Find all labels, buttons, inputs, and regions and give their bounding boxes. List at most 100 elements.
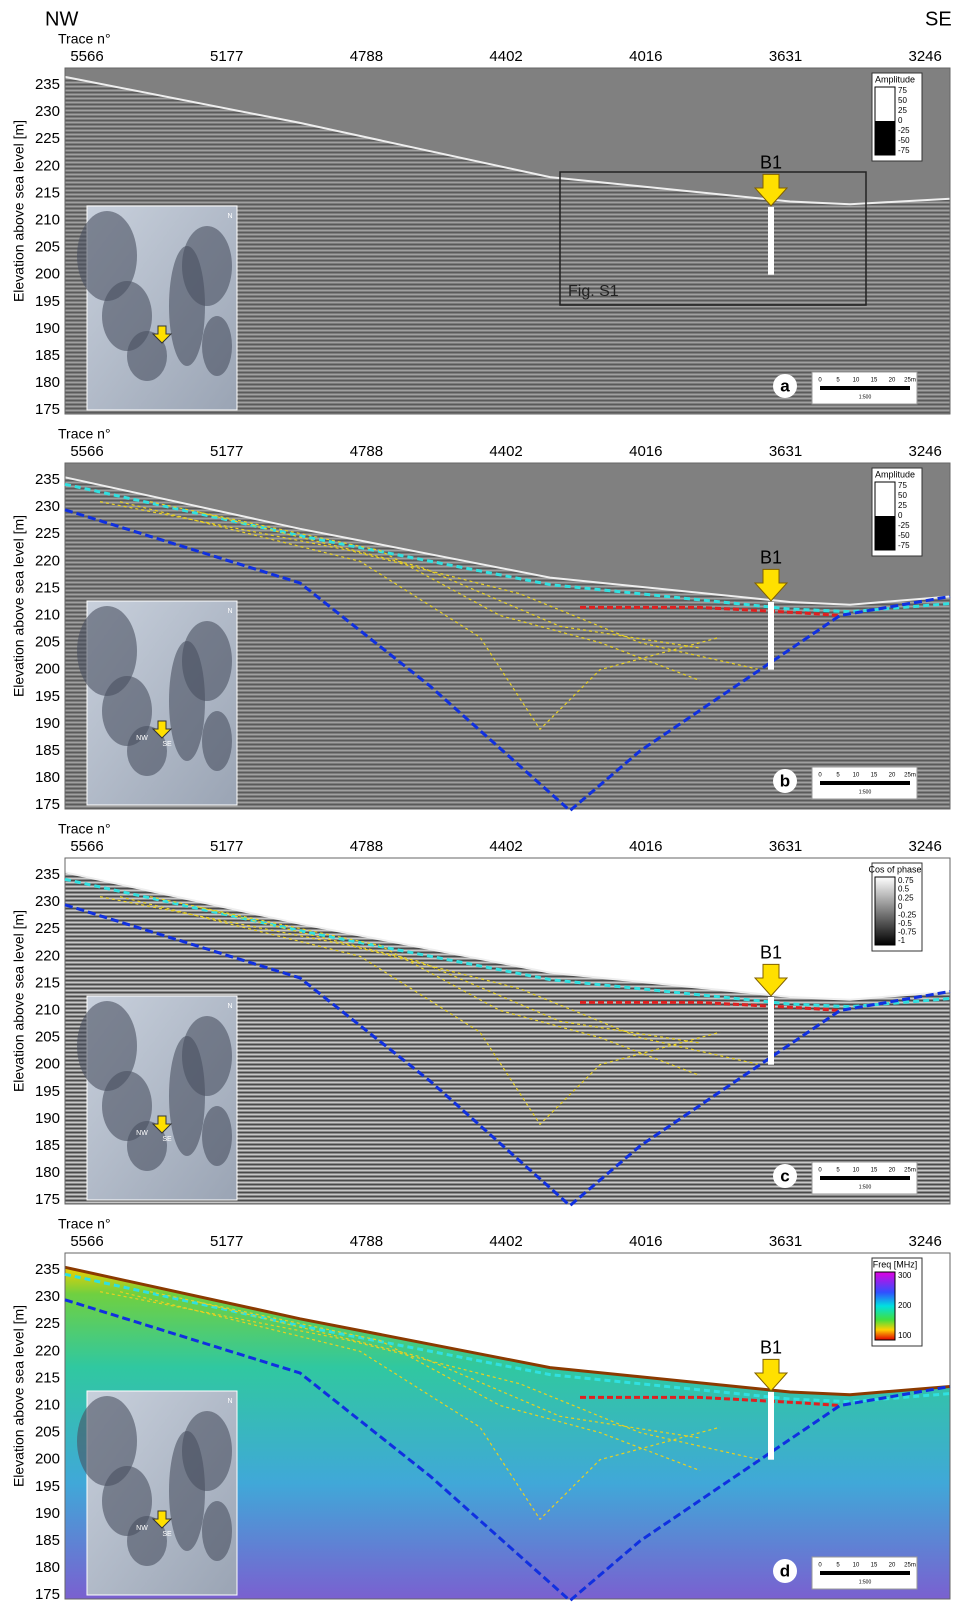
trace-label: 4788	[350, 48, 383, 65]
y-tick-label: 205	[35, 1029, 60, 1046]
panel-label: c	[780, 1166, 789, 1185]
trace-label: 3246	[909, 1233, 942, 1250]
borehole	[768, 207, 774, 275]
scale-label: 10	[853, 773, 860, 779]
map-terrain	[169, 1036, 205, 1156]
scale-label: 25m	[904, 1168, 916, 1174]
legend-tick: 75	[898, 86, 907, 95]
map-terrain	[202, 316, 232, 376]
scale-label: 10	[853, 378, 860, 384]
map-label: N	[227, 1398, 232, 1405]
y-tick-label: 175	[35, 1586, 60, 1603]
trace-label: 4788	[350, 1233, 383, 1250]
legend-tick: 300	[898, 1271, 912, 1280]
figure: NW SE Trace n°55665177478844024016363132…	[0, 0, 971, 1604]
map-label: N	[227, 608, 232, 615]
borehole	[768, 1392, 774, 1460]
legend-tick: -50	[898, 136, 910, 145]
trace-title: Trace n°	[58, 426, 111, 442]
y-tick-label: 215	[35, 579, 60, 596]
y-tick-label: 220	[35, 552, 60, 569]
y-tick-label: 195	[35, 293, 60, 310]
y-tick-label: 200	[35, 661, 60, 678]
scale-label: 10	[853, 1563, 860, 1569]
legend-tick: -75	[898, 541, 910, 550]
y-tick-label: 185	[35, 1532, 60, 1549]
legend-title: Freq [MHz]	[873, 1259, 918, 1269]
trace-label: 5566	[70, 443, 103, 460]
y-tick-label: 235	[35, 1261, 60, 1278]
y-tick-label: 225	[35, 130, 60, 147]
y-tick-label: 190	[35, 715, 60, 732]
panel-label: b	[780, 771, 790, 790]
scale-ratio: 1:500	[859, 789, 872, 795]
y-tick-label: 180	[35, 769, 60, 786]
legend-tick: -25	[898, 126, 910, 135]
trace-title: Trace n°	[58, 31, 111, 47]
legend-tick: 25	[898, 106, 907, 115]
map-terrain	[169, 246, 205, 366]
trace-label: 5177	[210, 48, 243, 65]
trace-label: 5566	[70, 838, 103, 855]
y-tick-label: 185	[35, 742, 60, 759]
trace-label: 4788	[350, 443, 383, 460]
map-label: N	[227, 213, 232, 220]
trace-label: 3246	[909, 838, 942, 855]
scale-label: 20	[889, 378, 896, 384]
figure-box-label: Fig. S1	[568, 283, 619, 300]
borehole-label: B1	[760, 547, 782, 567]
scale-bar	[820, 781, 910, 785]
y-tick-label: 230	[35, 498, 60, 515]
trace-label: 5177	[210, 838, 243, 855]
map-terrain	[202, 1106, 232, 1166]
y-tick-label: 230	[35, 103, 60, 120]
legend-tick: 200	[898, 1301, 912, 1310]
y-tick-label: 195	[35, 1083, 60, 1100]
y-tick-label: 200	[35, 1451, 60, 1468]
y-tick-label: 190	[35, 1110, 60, 1127]
map-label: SE	[162, 741, 172, 748]
map-label: SE	[162, 1531, 172, 1538]
legend-tick: -25	[898, 521, 910, 530]
map-terrain	[169, 641, 205, 761]
legend-tick: -1	[898, 936, 906, 945]
map-label: NW	[136, 735, 148, 742]
trace-title: Trace n°	[58, 1216, 111, 1232]
legend-tick: -50	[898, 531, 910, 540]
legend-title: Amplitude	[875, 74, 915, 84]
map-terrain	[202, 1501, 232, 1561]
y-tick-label: 190	[35, 1505, 60, 1522]
y-tick-label: 180	[35, 374, 60, 391]
map-label: N	[227, 1003, 232, 1010]
borehole-label: B1	[760, 152, 782, 172]
y-tick-label: 225	[35, 525, 60, 542]
y-tick-label: 200	[35, 1056, 60, 1073]
y-tick-label: 185	[35, 347, 60, 364]
scale-label: 15	[871, 378, 878, 384]
trace-label: 4016	[629, 1233, 662, 1250]
trace-label: 3631	[769, 48, 802, 65]
map-label: SE	[162, 1136, 172, 1143]
y-tick-label: 220	[35, 1342, 60, 1359]
y-tick-label: 205	[35, 1424, 60, 1441]
scale-bar	[820, 1571, 910, 1575]
trace-label: 5177	[210, 443, 243, 460]
trace-label: 3631	[769, 443, 802, 460]
legend-title: Cos of phase	[868, 864, 921, 874]
y-tick-label: 215	[35, 184, 60, 201]
trace-label: 4402	[489, 838, 522, 855]
y-tick-label: 195	[35, 1478, 60, 1495]
trace-label: 3631	[769, 1233, 802, 1250]
legend-tick: -75	[898, 146, 910, 155]
scale-label: 25m	[904, 773, 916, 779]
trace-label: 5177	[210, 1233, 243, 1250]
scale-ratio: 1:500	[859, 394, 872, 400]
y-tick-label: 215	[35, 974, 60, 991]
legend-tick: 50	[898, 96, 907, 105]
legend-title: Amplitude	[875, 469, 915, 479]
y-tick-label: 215	[35, 1369, 60, 1386]
y-tick-label: 175	[35, 1191, 60, 1208]
y-tick-label: 220	[35, 157, 60, 174]
scale-label: 15	[871, 773, 878, 779]
trace-title: Trace n°	[58, 821, 111, 837]
